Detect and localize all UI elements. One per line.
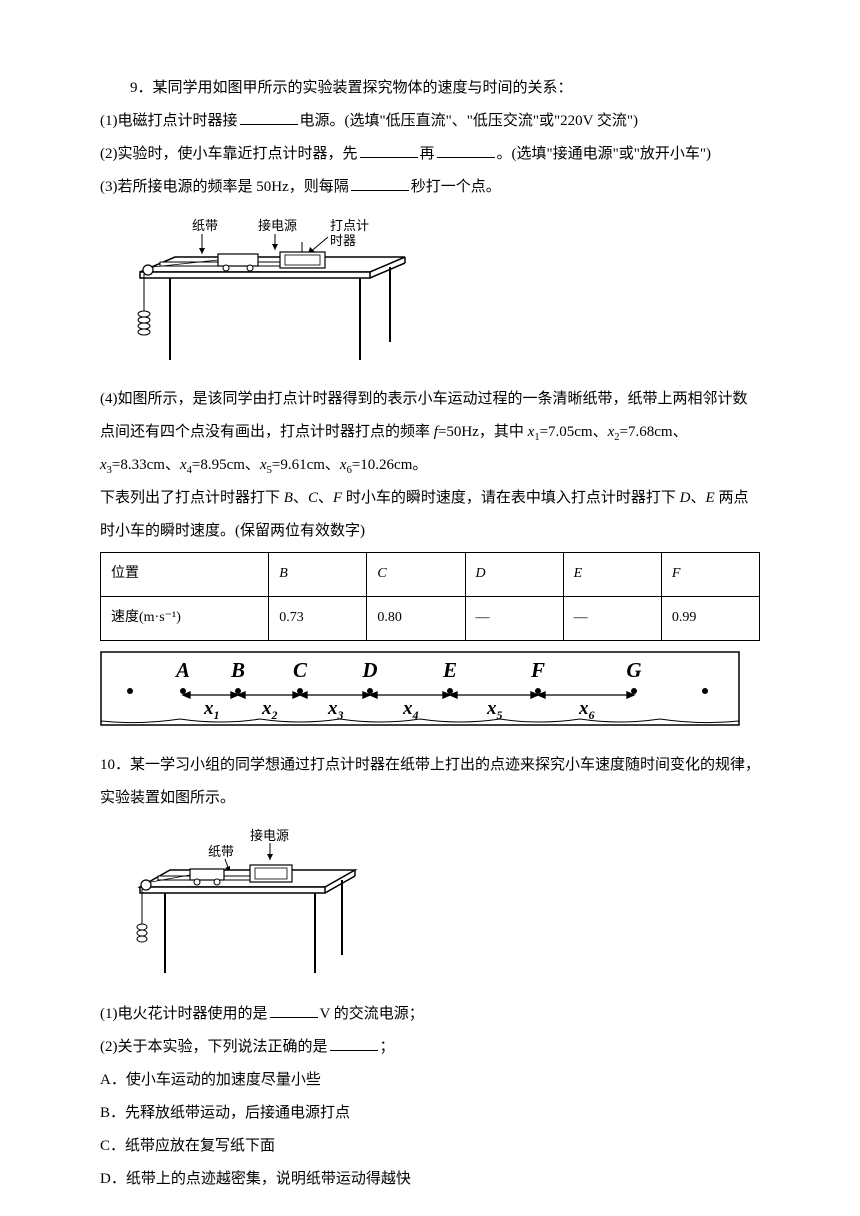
cell-D: D bbox=[465, 553, 563, 597]
label-timer-b: 时器 bbox=[330, 233, 356, 248]
blank[interactable] bbox=[240, 110, 298, 125]
q9-velocity-table: 位置 B C D E F 速度(m·s⁻¹) 0.73 0.80 — — 0.9… bbox=[100, 552, 760, 641]
svg-text:E: E bbox=[442, 658, 457, 682]
q10-figure-apparatus: 接电源 纸带 bbox=[130, 825, 760, 988]
q9-tape-diagram: A B C D E F G x1 x2 x3 x4 x bbox=[100, 651, 760, 739]
q10-opt-B: B．先释放纸带运动，后接通电源打点 bbox=[100, 1097, 760, 1130]
q9-p3: (3)若所接电源的频率是 50Hz，则每隔 秒打一个点。 bbox=[100, 171, 760, 204]
table-row: 位置 B C D E F bbox=[101, 553, 760, 597]
cell-pos-label: 位置 bbox=[101, 553, 269, 597]
svg-text:F: F bbox=[530, 658, 545, 682]
cell-v-label: 速度(m·s⁻¹) bbox=[101, 596, 269, 640]
q9-p1: (1)电磁打点计时器接 电源。(选填"低压直流"、"低压交流"或"220V 交流"… bbox=[100, 105, 760, 138]
svg-text:B: B bbox=[230, 658, 245, 682]
cell-vE[interactable]: — bbox=[563, 596, 661, 640]
cell-B: B bbox=[269, 553, 367, 597]
q9-p1-b: 电源。(选填"低压直流"、"低压交流"或"220V 交流") bbox=[300, 113, 639, 129]
blank[interactable] bbox=[270, 1003, 318, 1018]
svg-text:D: D bbox=[361, 658, 377, 682]
label-timer-a: 打点计 bbox=[330, 218, 369, 233]
table-row: 速度(m·s⁻¹) 0.73 0.80 — — 0.99 bbox=[101, 596, 760, 640]
cell-vF: 0.99 bbox=[661, 596, 759, 640]
cell-vD[interactable]: — bbox=[465, 596, 563, 640]
svg-text:C: C bbox=[293, 658, 308, 682]
blank[interactable] bbox=[351, 176, 409, 191]
q9-p3-a: (3)若所接电源的频率是 50Hz，则每隔 bbox=[100, 179, 349, 195]
q9-figure-apparatus: 纸带 接电源 打点计 时器 bbox=[130, 212, 760, 375]
cell-F: F bbox=[661, 553, 759, 597]
blank[interactable] bbox=[360, 143, 418, 158]
label-power: 接电源 bbox=[258, 218, 297, 233]
cell-vB: 0.73 bbox=[269, 596, 367, 640]
blank[interactable] bbox=[330, 1036, 378, 1051]
q9-p2-b: 再 bbox=[420, 146, 435, 162]
q9-stem: 9．某同学用如图甲所示的实验装置探究物体的速度与时间的关系： bbox=[100, 72, 760, 105]
q10-opt-D: D．纸带上的点迹越密集，说明纸带运动得越快 bbox=[100, 1163, 760, 1196]
q9-p1-a: (1)电磁打点计时器接 bbox=[100, 113, 238, 129]
q9-p3-b: 秒打一个点。 bbox=[411, 179, 501, 195]
cell-C: C bbox=[367, 553, 465, 597]
q9-p2-a: (2)实验时，使小车靠近打点计时器，先 bbox=[100, 146, 358, 162]
cell-vC: 0.80 bbox=[367, 596, 465, 640]
label-tape: 纸带 bbox=[192, 218, 218, 233]
q9-p2-c: 。(选填"接通电源"或"放开小车") bbox=[497, 146, 711, 162]
cell-E: E bbox=[563, 553, 661, 597]
label-power: 接电源 bbox=[250, 828, 289, 843]
q10-opt-A: A．使小车运动的加速度尽量小些 bbox=[100, 1064, 760, 1097]
q10-p2: (2)关于本实验，下列说法正确的是； bbox=[100, 1031, 760, 1064]
q9-p2: (2)实验时，使小车靠近打点计时器，先 再 。(选填"接通电源"或"放开小车") bbox=[100, 138, 760, 171]
q10-p1: (1)电火花计时器使用的是V 的交流电源； bbox=[100, 998, 760, 1031]
q9-p5: 下表列出了打点计时器打下 B、C、F 时小车的瞬时速度，请在表中填入打点计时器打… bbox=[100, 482, 760, 548]
svg-text:G: G bbox=[626, 658, 641, 682]
q10-stem: 10．某一学习小组的同学想通过打点计时器在纸带上打出的点迹来探究小车速度随时间变… bbox=[100, 749, 760, 815]
q9-p4: (4)如图所示，是该同学由打点计时器得到的表示小车运动过程的一条清晰纸带，纸带上… bbox=[100, 383, 760, 482]
label-tape: 纸带 bbox=[208, 844, 234, 859]
q10-opt-C: C．纸带应放在复写纸下面 bbox=[100, 1130, 760, 1163]
blank[interactable] bbox=[437, 143, 495, 158]
svg-text:A: A bbox=[174, 658, 190, 682]
